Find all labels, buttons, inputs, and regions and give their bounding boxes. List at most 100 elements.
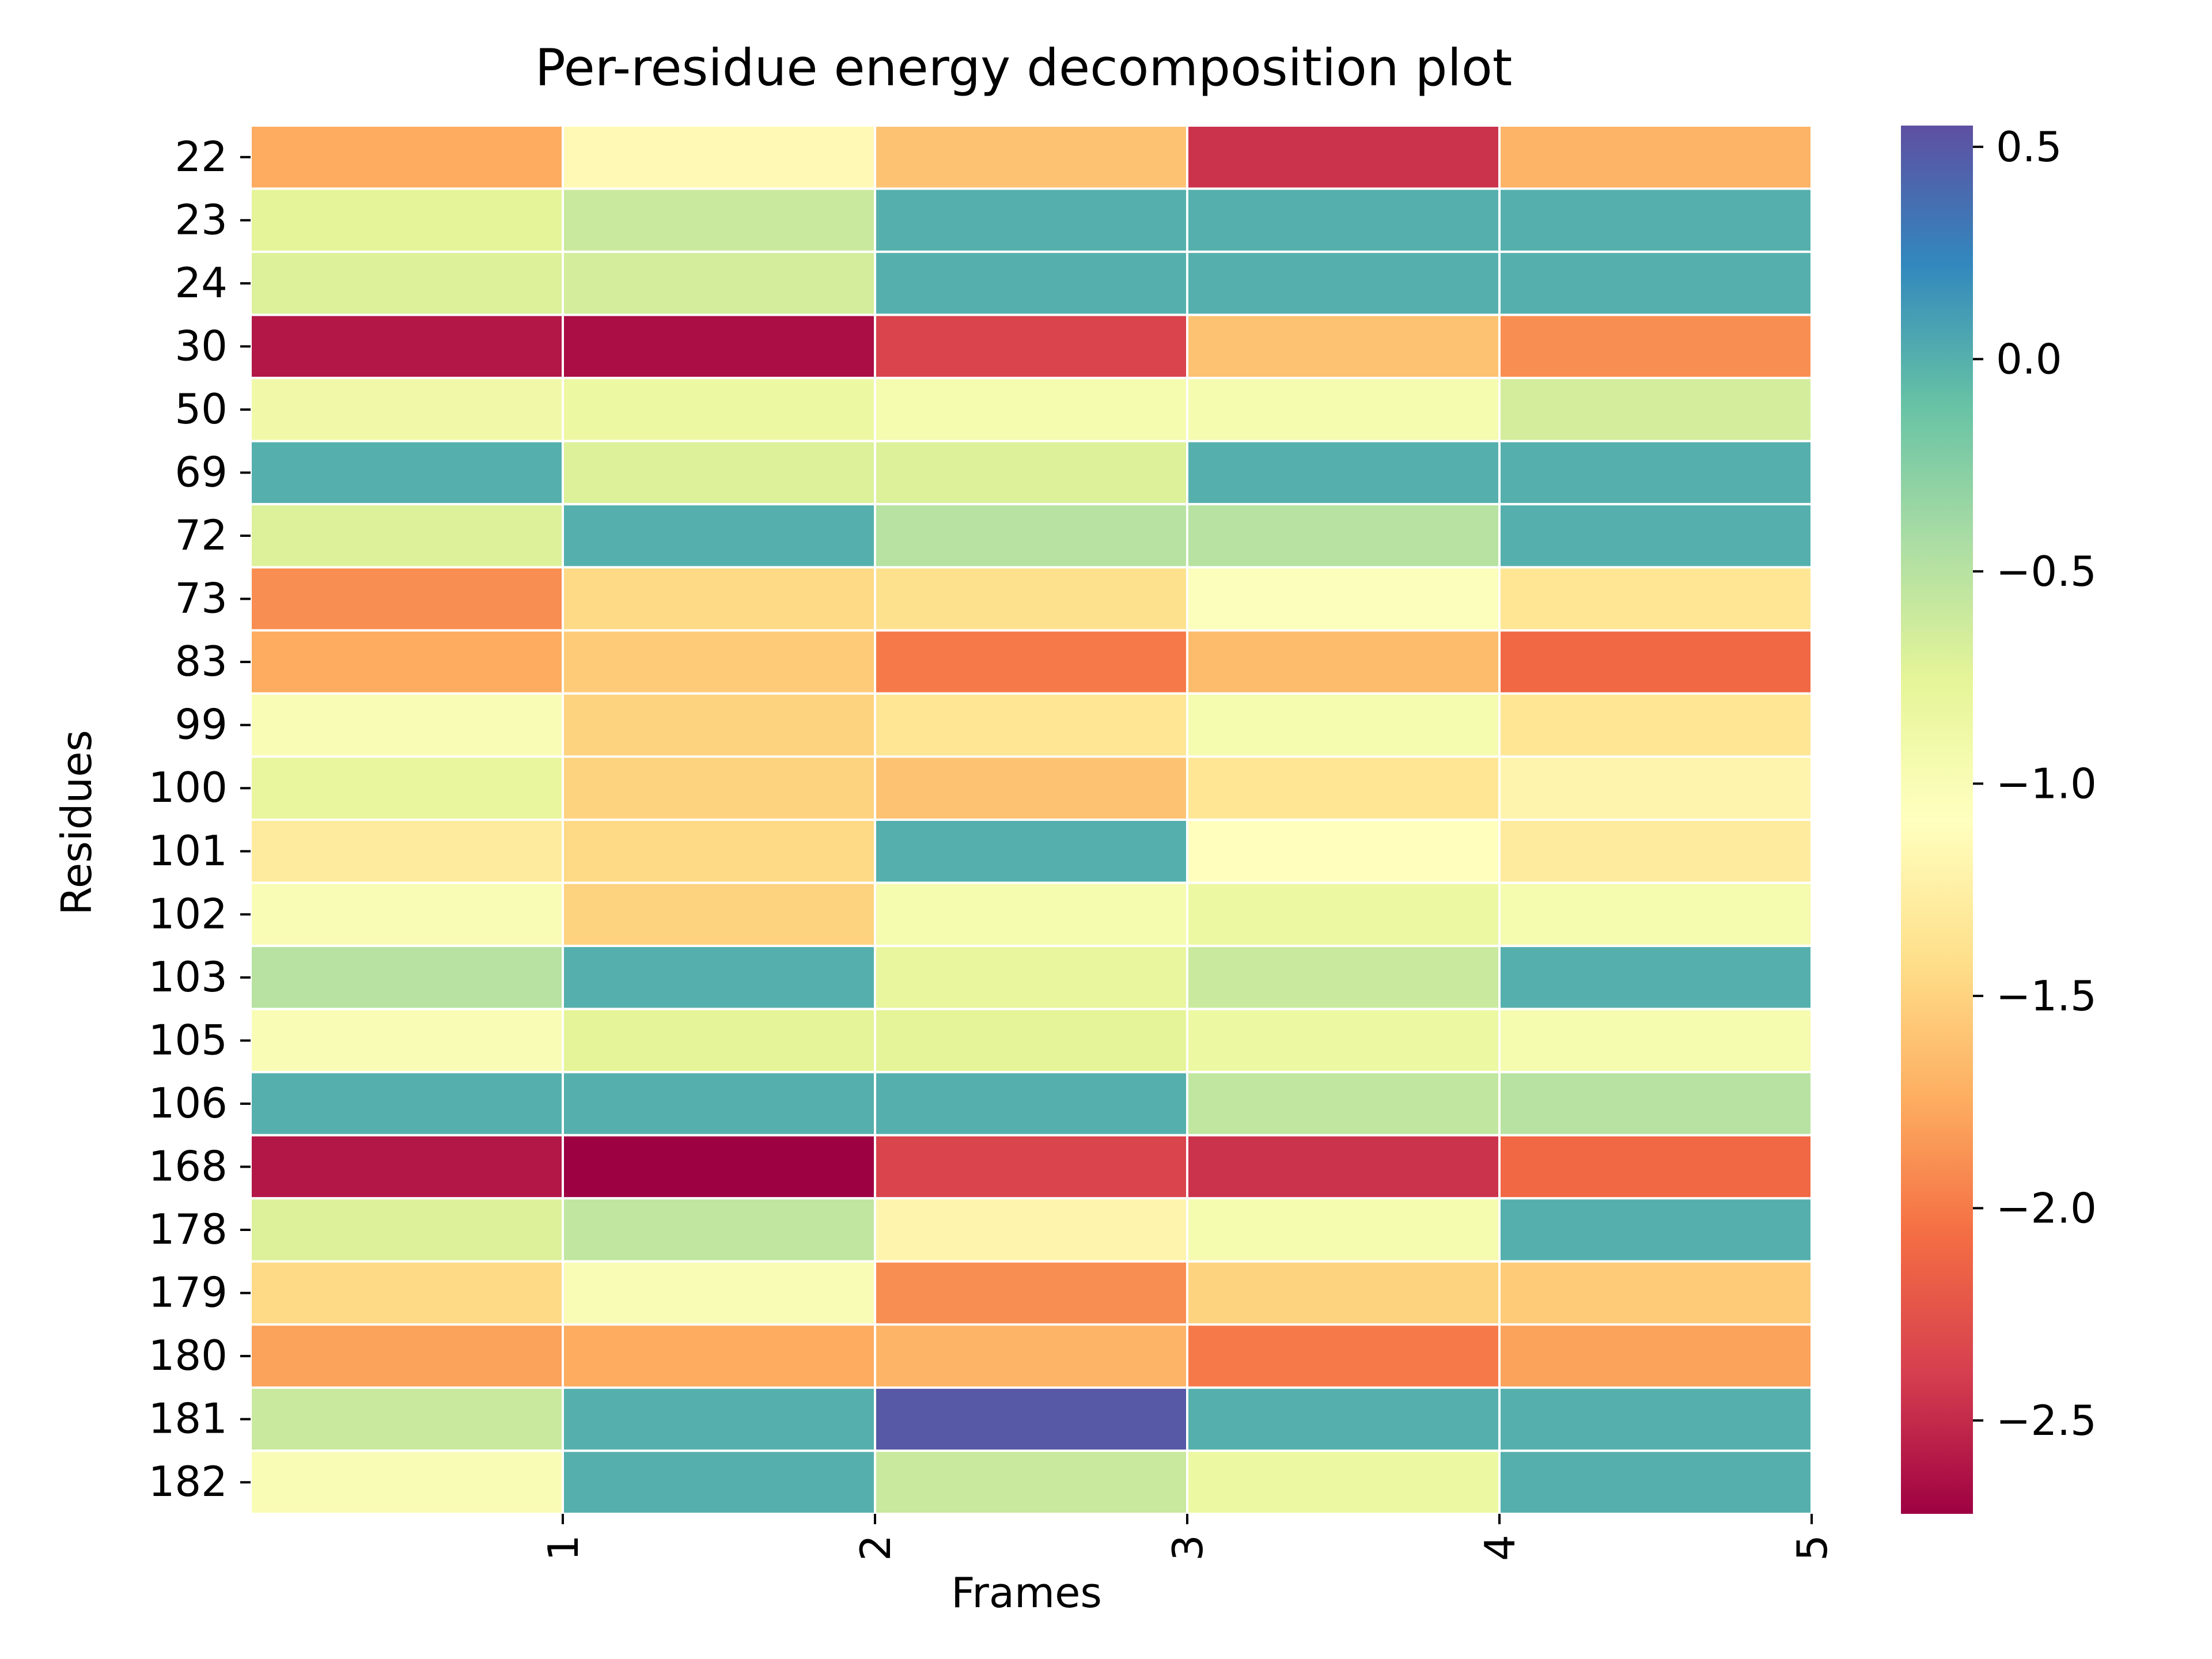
heatmap-cell xyxy=(874,1007,1188,1074)
y-tick-label: 73 xyxy=(175,574,228,623)
heatmap-cell xyxy=(562,124,876,190)
heatmap-cell xyxy=(249,566,564,632)
y-tick-label: 168 xyxy=(149,1142,228,1191)
heatmap-cell xyxy=(874,440,1188,506)
y-tick-label: 179 xyxy=(149,1268,228,1317)
heatmap-cell xyxy=(562,1449,876,1516)
y-tick-label: 105 xyxy=(149,1016,228,1064)
heatmap-cell xyxy=(562,1071,876,1137)
heatmap-cell xyxy=(1498,1386,1813,1452)
heatmap-cell xyxy=(1186,251,1501,316)
colorbar-tick-label: −1.5 xyxy=(1996,972,2097,1020)
heatmap-cell xyxy=(1498,1134,1813,1200)
colorbar-tick-label: −1.0 xyxy=(1996,759,2097,808)
heatmap-cells xyxy=(249,124,1813,1516)
heatmap-cell xyxy=(1186,1007,1501,1074)
heatmap-cell xyxy=(874,313,1188,380)
y-tick-label: 103 xyxy=(149,953,228,1001)
heatmap-cell xyxy=(1186,1197,1501,1263)
heatmap-cell xyxy=(249,1260,564,1326)
y-tick-label: 24 xyxy=(175,259,228,307)
y-tick-label: 182 xyxy=(149,1457,228,1506)
heatmap-cell xyxy=(1498,945,1813,1010)
heatmap-cell xyxy=(874,881,1188,948)
heatmap-cell xyxy=(1186,629,1501,695)
y-tick-label: 180 xyxy=(149,1331,228,1380)
heatmap-cell xyxy=(1186,440,1501,506)
heatmap-cell xyxy=(1186,1260,1501,1326)
heatmap-cell xyxy=(562,1386,876,1452)
heatmap-cell xyxy=(1498,503,1813,569)
colorbar-tick-label: −0.5 xyxy=(1996,547,2097,596)
x-tick-label: 2 xyxy=(851,1535,900,1561)
heatmap-cell xyxy=(1498,755,1813,821)
heatmap-cell xyxy=(249,503,564,569)
heatmap-cell xyxy=(562,881,876,948)
heatmap-cell xyxy=(874,187,1188,253)
x-axis-label: Frames xyxy=(951,1569,1102,1617)
y-tick-label: 106 xyxy=(149,1079,228,1127)
heatmap-cell xyxy=(562,377,876,442)
y-tick-label: 83 xyxy=(175,637,228,685)
y-tick-label: 50 xyxy=(175,385,228,433)
heatmap-cell xyxy=(249,1449,564,1516)
y-tick-label: 178 xyxy=(149,1205,228,1253)
heatmap-cell xyxy=(1186,692,1501,758)
heatmap-cell xyxy=(249,1323,564,1389)
heatmap-cell xyxy=(1186,124,1501,190)
heatmap-cell xyxy=(1186,881,1501,948)
heatmap-cell xyxy=(249,251,564,316)
heatmap-cell xyxy=(1498,1071,1813,1137)
heatmap-cell xyxy=(1498,1197,1813,1263)
heatmap-cell xyxy=(1186,945,1501,1010)
heatmap-cell xyxy=(1186,187,1501,253)
heatmap-cell xyxy=(562,819,876,884)
heatmap-cell xyxy=(874,377,1188,442)
heatmap-cell xyxy=(562,313,876,380)
heatmap-cell xyxy=(562,1323,876,1389)
heatmap-cell xyxy=(874,692,1188,758)
heatmap-cell xyxy=(562,1007,876,1074)
heatmap-cell xyxy=(874,1260,1188,1326)
colorbar-tick-label: −2.5 xyxy=(1996,1396,2097,1445)
heatmap-cell xyxy=(562,755,876,821)
y-axis-ticks: 22 23 24 30 50 69 72 73 83 99 100 101 102 103 105 106 16… xyxy=(149,132,251,1506)
heatmap-cell xyxy=(1186,377,1501,442)
heatmap-cell xyxy=(1498,692,1813,758)
heatmap-cell xyxy=(1498,1007,1813,1074)
heatmap-cell xyxy=(249,819,564,884)
heatmap-cell xyxy=(874,1197,1188,1263)
heatmap-cell xyxy=(249,124,564,190)
y-tick-label: 72 xyxy=(175,511,228,559)
y-tick-label: 100 xyxy=(149,763,228,812)
x-tick-label: 4 xyxy=(1476,1535,1524,1561)
heatmap-cell xyxy=(249,1071,564,1137)
heatmap-cell xyxy=(874,755,1188,821)
heatmap-cell xyxy=(1498,1323,1813,1389)
y-tick-label: 101 xyxy=(149,827,228,875)
heatmap-cell xyxy=(562,1197,876,1263)
heatmap-cell xyxy=(1498,566,1813,632)
heatmap-cell xyxy=(562,503,876,569)
heatmap-cell xyxy=(874,629,1188,695)
heatmap-cell xyxy=(1498,819,1813,884)
heatmap-cell xyxy=(1498,187,1813,253)
heatmap-cell xyxy=(1186,1323,1501,1389)
heatmap-cell xyxy=(249,313,564,380)
heatmap-cell xyxy=(1186,819,1501,884)
colorbar-tick-label: 0.5 xyxy=(1996,123,2062,171)
y-tick-label: 102 xyxy=(149,889,228,938)
x-tick-label: 5 xyxy=(1788,1535,1836,1561)
heatmap-cell xyxy=(249,440,564,506)
heatmap-cell xyxy=(249,945,564,1010)
heatmap-cell xyxy=(874,819,1188,884)
heatmap-cell xyxy=(1498,313,1813,380)
colorbar-ticks: 0.5 0.0 −0.5 −1.0 −1.5 −2.0 −2.5 xyxy=(1973,123,2097,1445)
heatmap-cell xyxy=(249,1386,564,1452)
heatmap-cell xyxy=(874,1386,1188,1452)
colorbar xyxy=(1901,126,1973,1514)
heatmap-cell xyxy=(249,1197,564,1263)
y-tick-label: 22 xyxy=(175,132,228,181)
heatmap-cell xyxy=(562,187,876,253)
heatmap-cell xyxy=(874,566,1188,632)
